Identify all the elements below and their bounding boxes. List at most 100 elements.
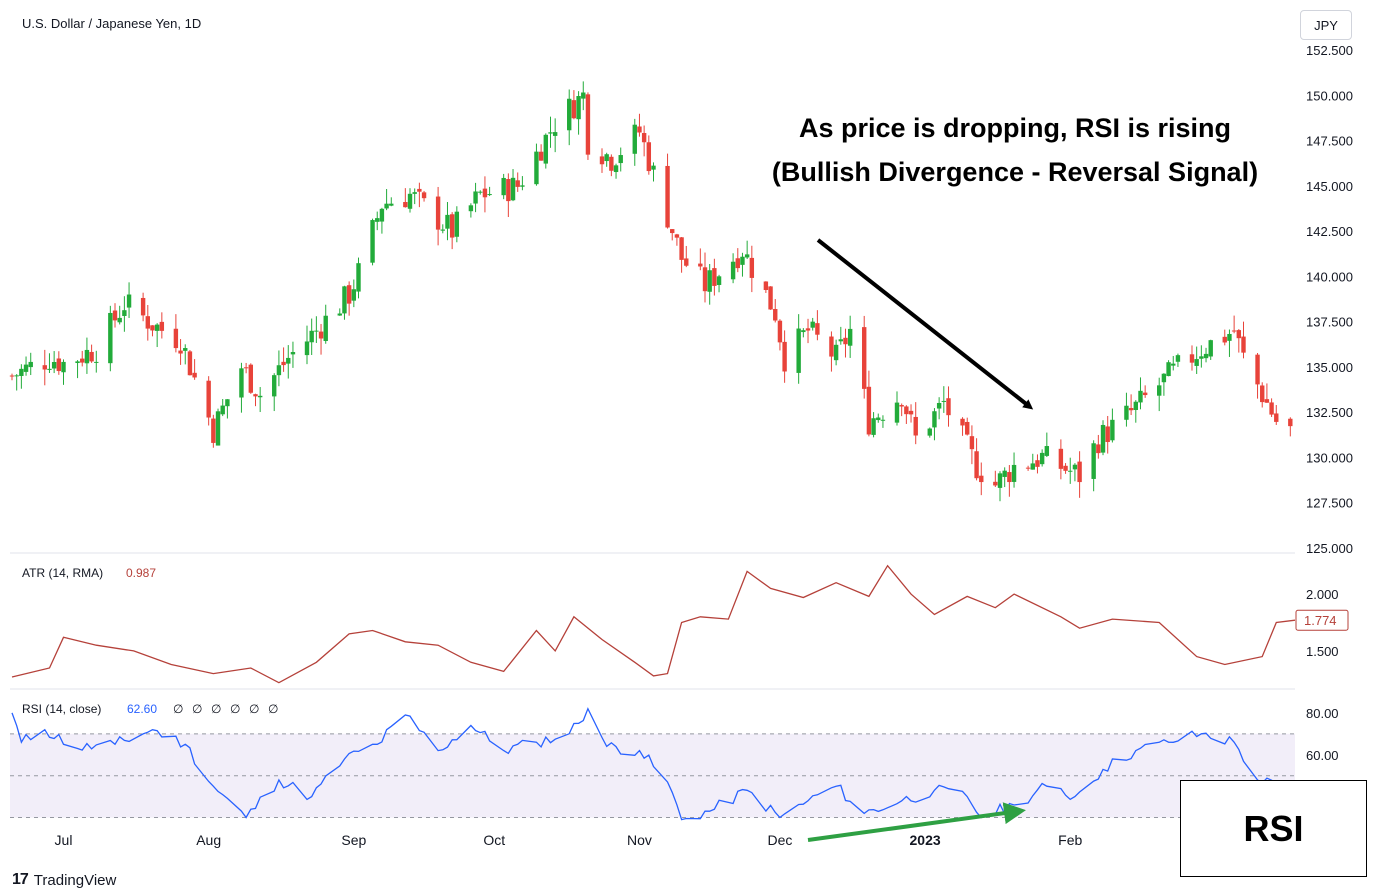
candle xyxy=(538,144,544,161)
candle xyxy=(1077,451,1082,498)
time-axis-tick: 2023 xyxy=(910,832,941,848)
candle xyxy=(1133,400,1138,423)
candle xyxy=(871,412,876,438)
candle xyxy=(314,316,319,343)
candle xyxy=(1189,345,1195,371)
atr-current-value: 0.987 xyxy=(126,566,156,580)
candle xyxy=(1002,467,1007,488)
candle xyxy=(1072,463,1078,482)
candle xyxy=(417,182,422,208)
candle xyxy=(51,351,57,374)
candle xyxy=(323,304,328,344)
candle xyxy=(1208,339,1213,360)
candle xyxy=(946,386,951,427)
candle xyxy=(159,312,165,339)
svg-text:1.774: 1.774 xyxy=(1304,613,1337,628)
candle xyxy=(749,245,755,293)
time-axis[interactable]: Jul Aug Sep Oct Nov Dec 2023 Feb xyxy=(55,832,1083,848)
price-pane[interactable]: 152.500 150.000 147.500 145.000 142.500 140.0… xyxy=(9,43,1353,556)
time-axis-tick: Aug xyxy=(196,832,221,848)
candle xyxy=(1199,345,1204,368)
candle xyxy=(445,202,450,241)
rsi-pane[interactable]: 80.00 60.00 xyxy=(10,706,1339,821)
candle xyxy=(604,152,609,167)
price-axis-tick: 130.000 xyxy=(1306,450,1353,465)
candle xyxy=(641,125,647,157)
candle xyxy=(1194,346,1199,374)
candle xyxy=(239,362,244,413)
candle xyxy=(351,279,357,308)
currency-button[interactable]: JPY xyxy=(1300,10,1352,40)
candle xyxy=(1044,432,1050,458)
candle xyxy=(403,188,408,208)
currency-label: JPY xyxy=(1314,17,1338,33)
candle xyxy=(1241,321,1246,359)
candle xyxy=(674,233,680,246)
candle xyxy=(435,186,441,246)
candle xyxy=(23,356,29,376)
candle xyxy=(880,415,886,428)
candle xyxy=(276,350,282,387)
candle xyxy=(585,92,591,160)
candle xyxy=(599,148,605,173)
candle xyxy=(899,403,904,417)
candle xyxy=(960,417,965,436)
candle xyxy=(908,404,914,423)
candle xyxy=(9,373,15,381)
candle xyxy=(698,248,703,271)
candle xyxy=(843,328,848,358)
candle xyxy=(637,113,642,137)
candle xyxy=(89,344,94,363)
candle xyxy=(56,351,62,375)
candle xyxy=(796,314,801,384)
atr-last-value-label: 1.774 xyxy=(1295,609,1349,631)
candle xyxy=(183,344,188,365)
atr-pane[interactable]: 2.000 1.500 1.774 xyxy=(11,564,1349,684)
candle xyxy=(117,305,122,325)
price-axis-tick: 152.500 xyxy=(1306,43,1353,58)
divergence-green-arrow xyxy=(807,802,1026,842)
candle xyxy=(1142,385,1148,398)
candle xyxy=(75,360,80,379)
candle xyxy=(730,253,736,284)
candle xyxy=(1255,352,1260,399)
symbol-title: U.S. Dollar / Japanese Yen, 1D xyxy=(22,16,201,31)
candle xyxy=(646,135,652,175)
atr-axis-tick: 2.000 xyxy=(1306,587,1339,602)
annotation-line-1: As price is dropping, RSI is rising xyxy=(799,113,1231,143)
candle xyxy=(543,133,549,169)
candle xyxy=(618,147,623,172)
candle xyxy=(1058,439,1064,480)
candle xyxy=(370,218,375,266)
candle xyxy=(866,370,872,437)
candle xyxy=(1011,452,1017,488)
rsi-extra-value: ∅ xyxy=(192,702,202,716)
candle xyxy=(1157,377,1162,412)
candle xyxy=(716,274,722,293)
candle xyxy=(1039,449,1045,467)
candle xyxy=(1175,353,1181,367)
candle xyxy=(833,339,839,366)
tradingview-brand[interactable]: 17 TradingView xyxy=(12,871,116,889)
rsi-label-box: RSI xyxy=(1180,780,1367,877)
candle xyxy=(421,190,427,202)
candle xyxy=(272,373,277,412)
candle xyxy=(684,245,689,268)
candle xyxy=(384,189,389,211)
candle xyxy=(215,408,221,446)
candle xyxy=(534,143,539,186)
candle xyxy=(412,188,417,205)
candle xyxy=(552,118,558,153)
candle xyxy=(1124,392,1129,427)
candle xyxy=(47,353,52,373)
candle xyxy=(829,331,834,372)
candle xyxy=(84,337,90,374)
candle xyxy=(248,363,254,394)
price-axis-tick: 127.500 xyxy=(1306,496,1353,511)
rsi-title: RSI (14, close) xyxy=(22,702,101,716)
candle xyxy=(1025,465,1031,471)
candle xyxy=(1128,394,1134,416)
candle xyxy=(927,427,932,438)
rsi-extra-value: ∅ xyxy=(230,702,240,716)
